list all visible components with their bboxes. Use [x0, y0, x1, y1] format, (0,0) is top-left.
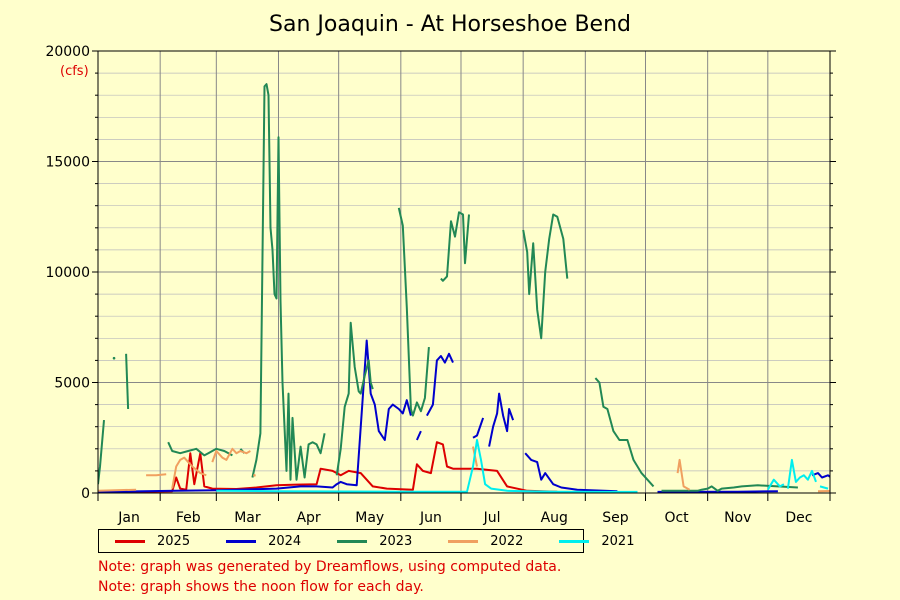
legend-item-2022: 2022 [448, 534, 523, 549]
x-tick-label: Dec [785, 510, 812, 526]
series-line [882, 489, 900, 491]
legend-swatch [559, 539, 590, 543]
legend-label: 2022 [490, 533, 524, 549]
y-axis-unit-label: (cfs) [60, 64, 89, 79]
series-2024 [98, 339, 900, 493]
legend-label: 2023 [379, 533, 413, 549]
y-tick-label: 5000 [54, 376, 90, 392]
y-tick-label: 20000 [45, 44, 90, 60]
x-tick-label: May [355, 510, 384, 526]
series-line [676, 458, 691, 491]
series-line [426, 352, 454, 417]
series-line [171, 456, 207, 489]
legend-label: 2024 [268, 533, 302, 549]
notes: Note: graph was generated by Dreamflows,… [98, 557, 561, 597]
series-line [522, 213, 569, 340]
series-line [594, 377, 655, 488]
series-line [216, 439, 638, 493]
series-2023 [98, 83, 798, 492]
legend-swatch [226, 539, 257, 543]
grid-layer [97, 50, 831, 494]
legend-swatch [448, 539, 479, 543]
series-layer [98, 83, 900, 493]
x-tick-label: Aug [541, 510, 568, 526]
legend-item-2025: 2025 [115, 534, 190, 549]
legend-item-2023: 2023 [337, 534, 412, 549]
series-2021 [216, 439, 829, 493]
y-tick-label: 0 [81, 486, 90, 502]
series-line [440, 211, 470, 282]
series-line [786, 458, 817, 489]
legend-label: 2021 [601, 533, 635, 549]
series-line [811, 472, 830, 479]
series-line [211, 447, 251, 463]
y-tick-label: 15000 [45, 155, 90, 171]
x-tick-label: Nov [724, 510, 751, 526]
series-line [397, 207, 430, 417]
series-line [146, 473, 167, 477]
series-line [488, 392, 515, 447]
x-tick-label: Oct [664, 510, 689, 526]
series-line [335, 321, 374, 476]
legend: 2025 2024 2023 2022 2021 [98, 529, 634, 553]
series-line [657, 490, 778, 493]
series-line [98, 339, 412, 493]
chart-title: San Joaquin - At Horseshoe Bend [269, 12, 631, 37]
series-point [112, 356, 116, 360]
series-2022 [98, 446, 830, 493]
series-line [98, 488, 137, 492]
legend-label: 2025 [157, 533, 191, 549]
y-tick-label: 10000 [45, 265, 90, 281]
x-tick-label: Apr [296, 510, 320, 526]
series-line [251, 83, 326, 481]
series-line [819, 485, 829, 490]
series-line [125, 353, 130, 410]
series-line [415, 430, 422, 441]
axis-layer: 0 5000 10000 15000 20000 Jan Feb Mar Apr May Jun Ju… [45, 44, 836, 526]
x-tick-label: Jul [483, 510, 501, 526]
note-line-1: Note: graph was generated by Dreamflows,… [98, 559, 562, 575]
series-line [524, 452, 618, 493]
series-point [253, 474, 256, 477]
x-tick-label: Mar [234, 510, 261, 526]
legend-swatch [115, 539, 145, 543]
series-line [98, 441, 558, 493]
x-tick-label: Sep [602, 510, 629, 526]
note-line-2: Note: graph shows the noon flow for each… [98, 579, 424, 595]
series-line [817, 489, 830, 493]
legend-item-2021: 2021 [559, 534, 634, 549]
x-tick-label: Jun [419, 510, 442, 526]
x-tick-label: Feb [176, 510, 201, 526]
series-line [661, 484, 798, 492]
x-tick-label: Jan [117, 510, 140, 526]
series-line [167, 441, 233, 457]
series-2025 [98, 441, 558, 493]
series-line [472, 417, 485, 439]
series-line [98, 420, 105, 485]
legend-item-2024: 2024 [226, 534, 301, 549]
legend-swatch [337, 539, 368, 543]
series-line [766, 478, 785, 491]
